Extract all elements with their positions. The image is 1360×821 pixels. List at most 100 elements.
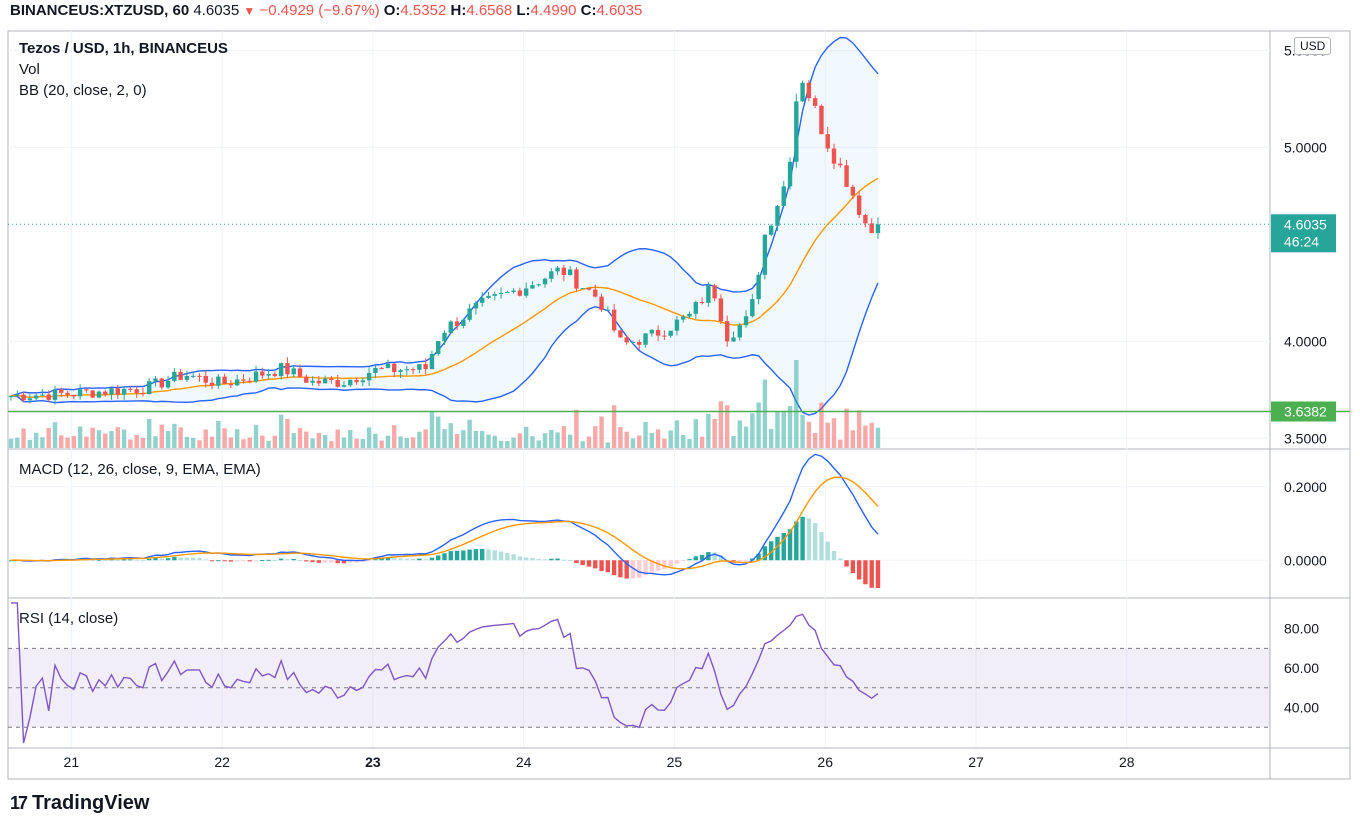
- macd-histogram-bar: [819, 531, 824, 561]
- candle: [599, 293, 604, 312]
- candle: [561, 264, 567, 282]
- candle-body: [379, 367, 384, 369]
- macd-histogram-bar: [593, 560, 598, 569]
- macd-legend[interactable]: MACD (12, 26, close, 9, EMA, EMA): [19, 461, 261, 478]
- currency-button[interactable]: USD: [1294, 37, 1332, 55]
- volume-bar: [115, 427, 121, 448]
- macd-histogram-bar: [354, 560, 359, 563]
- volume-bar: [71, 435, 77, 448]
- candle: [536, 283, 541, 287]
- volume-bar: [253, 424, 259, 448]
- symbol-header: BINANCEUS:XTZUSD, 60 4.6035 ▼ −0.4929 (−…: [10, 2, 642, 19]
- candle-body: [228, 384, 234, 386]
- volume-bar: [806, 421, 812, 448]
- macd-histogram-bar: [743, 560, 749, 562]
- volume-bar: [153, 436, 158, 448]
- volume-bar: [322, 434, 328, 448]
- volume-bar: [561, 426, 567, 448]
- volume-bar: [492, 435, 497, 448]
- volume-bar: [310, 438, 315, 448]
- candle-body: [209, 382, 215, 386]
- volume-bar: [360, 438, 366, 448]
- candle-body: [831, 148, 837, 164]
- volume-bar: [392, 425, 397, 448]
- volume-bar: [787, 405, 793, 448]
- candle-body: [806, 82, 812, 99]
- macd-histogram-bar: [115, 559, 121, 561]
- macd-histogram-bar: [285, 559, 290, 561]
- candle-body: [492, 294, 497, 296]
- price-tick-label: 5.0000: [1284, 139, 1327, 155]
- volume-bar: [291, 433, 296, 448]
- candle-body: [580, 288, 585, 290]
- macd-histogram-bar: [109, 559, 114, 561]
- candle-body: [278, 363, 284, 377]
- candle-body: [693, 302, 698, 314]
- macd-histogram-bar: [549, 558, 554, 561]
- candle-body: [423, 364, 428, 370]
- volume-bar: [706, 413, 711, 448]
- candle: [869, 218, 874, 234]
- candle: [517, 287, 523, 297]
- volume-bar: [574, 409, 579, 448]
- macd-histogram-bar: [775, 536, 780, 561]
- volume-bar: [762, 379, 768, 448]
- rsi-legend[interactable]: RSI (14, close): [19, 610, 119, 627]
- candle: [706, 282, 711, 307]
- volume-bar: [260, 435, 265, 448]
- macd-histogram-bar: [699, 554, 705, 561]
- macd-histogram-bar: [523, 557, 529, 561]
- candle-body: [517, 290, 523, 296]
- candle: [574, 267, 579, 291]
- candle: [787, 157, 793, 190]
- candle-body: [109, 388, 114, 395]
- candle: [863, 213, 868, 228]
- bollinger-basis: [10, 177, 879, 398]
- macd-histogram-bar: [448, 551, 453, 561]
- candle: [743, 310, 749, 328]
- candle-body: [410, 369, 416, 371]
- volume-bar: [605, 442, 611, 448]
- candle: [373, 363, 378, 379]
- candle-body: [316, 380, 322, 384]
- candle: [184, 370, 190, 382]
- candle-body: [354, 379, 359, 383]
- macd-histogram-bar: [643, 560, 648, 576]
- candle-body: [856, 195, 862, 215]
- macd-histogram-bar: [856, 560, 862, 580]
- volume-legend[interactable]: Vol: [19, 61, 40, 78]
- volume-bar: [875, 427, 881, 448]
- candle: [247, 377, 252, 384]
- candle: [486, 291, 491, 299]
- volume-bar: [59, 435, 64, 448]
- candle-body: [341, 385, 347, 387]
- candle-body: [153, 378, 158, 382]
- volume-bar: [21, 428, 26, 448]
- candle-body: [33, 395, 39, 399]
- candle-body: [96, 391, 102, 398]
- volume-bar: [354, 438, 359, 448]
- macd-histogram-bar: [875, 560, 881, 589]
- candle-body: [479, 297, 485, 303]
- last-price-tag: [1271, 214, 1336, 253]
- macd-histogram-bar: [266, 559, 271, 561]
- volume-bar: [856, 410, 862, 448]
- candle: [115, 384, 121, 399]
- x-tick-label: 22: [214, 754, 230, 770]
- volume-bar: [812, 433, 818, 448]
- candle: [272, 371, 278, 378]
- candle: [461, 318, 466, 329]
- candle: [109, 388, 114, 400]
- macd-histogram-bar: [310, 560, 315, 563]
- macd-histogram-bar: [611, 560, 617, 576]
- bollinger-legend[interactable]: BB (20, close, 2, 0): [19, 82, 147, 99]
- candle: [479, 292, 485, 307]
- candle-body: [159, 378, 164, 388]
- volume-bar: [775, 411, 780, 448]
- macd-histogram-bar: [536, 558, 541, 561]
- x-tick-label: 25: [667, 754, 683, 770]
- candle-body: [712, 285, 717, 299]
- symbol-name[interactable]: BINANCEUS:XTZUSD, 60: [10, 2, 190, 19]
- candle-body: [718, 298, 724, 322]
